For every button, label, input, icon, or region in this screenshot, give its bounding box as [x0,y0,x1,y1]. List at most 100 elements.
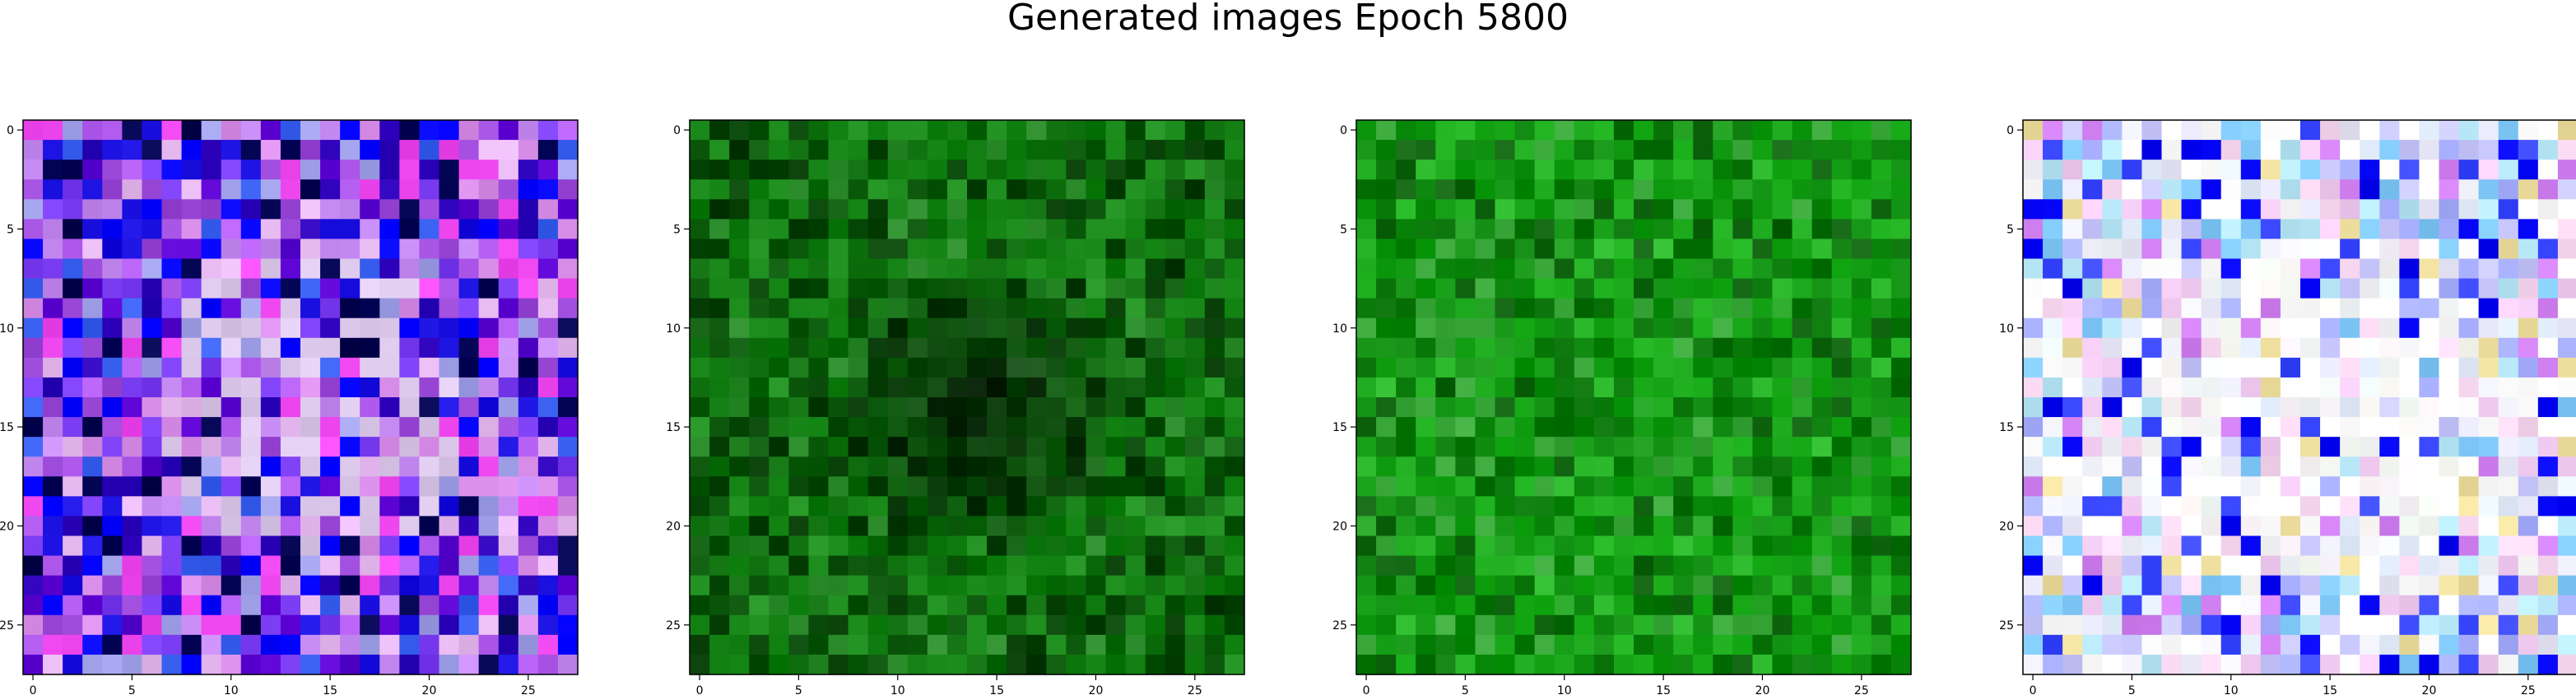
pixel-cell [1653,378,1674,398]
pixel-cell [202,179,222,200]
pixel-cell [2221,279,2242,299]
pixel-cell [479,417,500,438]
pixel-cell [1773,160,1793,180]
pixel-cell [1752,358,1773,378]
pixel-cell [1416,160,1436,180]
pixel-cell [300,536,321,557]
pixel-cell [2082,358,2103,378]
pixel-cell [1555,299,1575,319]
pixel-cell [43,635,63,656]
pixel-cell [182,120,202,141]
pixel-cell [360,595,380,616]
pixel-cell [1872,179,1892,200]
pixel-cell [2141,456,2162,477]
pixel-cell [2182,160,2202,180]
pixel-cell [1165,476,1186,497]
pixel-cell [1126,437,1146,457]
pixel-cell [1146,655,1166,675]
pixel-cell [439,576,460,596]
pixel-cell [1732,516,1753,536]
x-tick-label: 25 [2521,684,2536,695]
pixel-cell [2182,655,2202,675]
pixel-cell [888,279,909,299]
pixel-cell [1146,358,1166,378]
pixel-cell [459,279,480,299]
pixel-cell [1891,358,1912,378]
pixel-cell [2141,496,2162,517]
pixel-cell [1225,655,1245,675]
pixel-cell [281,635,301,656]
pixel-cell [340,635,360,656]
pixel-cell [1435,199,1456,220]
pixel-cell [1732,120,1753,141]
pixel-cell [2399,338,2420,359]
pixel-cell [908,239,928,259]
pixel-cell [2538,318,2559,339]
pixel-cell [2320,536,2341,557]
pixel-cell [399,199,420,220]
pixel-cell [2360,338,2380,359]
pixel-cell [2202,378,2222,398]
pixel-cell [788,299,809,319]
pixel-cell [1752,615,1773,636]
pixel-cell [749,635,770,656]
pixel-cell [947,140,968,160]
pixel-cell [2518,456,2539,477]
pixel-cell [2320,120,2341,141]
pixel-cell [142,516,162,536]
pixel-cell [439,199,460,220]
pixel-cell [928,219,948,239]
pixel-cell [1891,120,1912,141]
pixel-cell [2459,496,2480,517]
pixel-cell [162,576,183,596]
pixel-cell [1146,635,1166,656]
pixel-cell [788,496,809,517]
pixel-cell [2182,199,2202,220]
pixel-cell [2261,456,2281,477]
pixel-cell [2558,536,2576,557]
pixel-cell [987,496,1007,517]
pixel-cell [122,219,142,239]
pixel-cell [808,576,829,596]
pixel-cell [1752,160,1773,180]
pixel-cell [558,120,579,141]
pixel-cell [709,160,730,180]
pixel-cell [1634,179,1654,200]
pixel-cell [1515,338,1536,359]
pixel-cell [1106,595,1127,616]
pixel-cell [2122,179,2142,200]
pixel-cell [709,417,730,438]
pixel-cell [1535,437,1555,457]
pixel-cell [1693,219,1713,239]
pixel-cell [202,417,222,438]
pixel-cell [1455,160,1476,180]
pixel-cell [459,476,480,497]
pixel-cell [788,279,809,299]
pixel-cell [1475,576,1495,596]
pixel-cell [2261,120,2281,141]
pixel-cell [2281,496,2301,517]
pixel-cell [709,397,730,418]
pixel-cell [928,516,948,536]
pixel-cell [102,397,123,418]
pixel-cell [1455,318,1476,339]
pixel-cell [1713,595,1733,616]
pixel-cell [379,456,400,477]
pixel-cell [2241,655,2262,675]
pixel-cell [1007,516,1027,536]
pixel-cell [1026,179,1047,200]
pixel-cell [538,615,559,636]
pixel-cell [340,576,360,596]
pixel-cell [1673,358,1694,378]
pixel-cell [829,179,849,200]
pixel-cell [63,437,83,457]
pixel-cell [82,576,103,596]
pixel-cell [1574,516,1595,536]
pixel-cell [1673,595,1694,616]
pixel-cell [1165,318,1186,339]
pixel-cell [2162,179,2183,200]
pixel-cell [202,437,222,457]
pixel-cell [1693,437,1713,457]
pixel-cell [23,219,44,239]
pixel-cell [2162,120,2183,141]
